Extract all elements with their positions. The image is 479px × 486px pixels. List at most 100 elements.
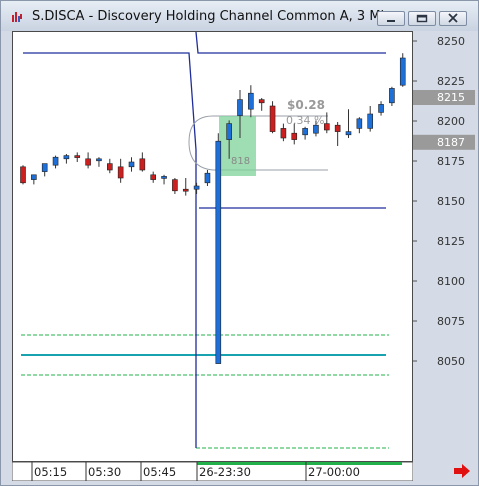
- close-icon: [448, 13, 458, 23]
- down-candle-body: [20, 166, 26, 184]
- up-candle-body: [237, 99, 243, 116]
- down-candle-body: [291, 132, 298, 140]
- down-candle-body: [107, 163, 113, 171]
- candle: [74, 152, 81, 162]
- candle: [117, 158, 124, 183]
- up-candle-body: [302, 128, 308, 136]
- up-candle-body: [204, 172, 211, 184]
- candle: [52, 155, 59, 169]
- up-candle-body: [378, 104, 384, 113]
- candle: [96, 157, 102, 167]
- down-candle-body: [172, 179, 178, 192]
- blue-indicator-line-left: [23, 52, 197, 448]
- candle: [237, 90, 243, 138]
- candle: [204, 170, 211, 186]
- restore-icon: [416, 14, 428, 23]
- price-label: 8225: [437, 75, 465, 88]
- candle: [85, 152, 91, 169]
- price-label: 8075: [437, 315, 465, 328]
- candle: [150, 171, 156, 183]
- candle: [248, 85, 254, 118]
- down-candle-body: [85, 158, 91, 166]
- up-candle-body: [313, 124, 319, 134]
- trade-highlight-box: [219, 116, 256, 176]
- price-label: 8150: [437, 195, 465, 208]
- blue-indicator-line-top: [195, 32, 386, 54]
- up-candle-body: [41, 163, 48, 172]
- candle: [258, 98, 265, 111]
- candle: [139, 152, 146, 172]
- candle: [107, 158, 113, 174]
- trade-bracket-outline: [188, 115, 214, 171]
- down-candle-body: [117, 166, 124, 179]
- price-label: 8250: [437, 35, 465, 48]
- minimize-button[interactable]: [377, 11, 405, 26]
- down-candle-body: [280, 128, 287, 139]
- scroll-right-arrow-icon[interactable]: [453, 464, 471, 478]
- up-candle-body: [128, 161, 135, 168]
- price-marker-box: [413, 90, 475, 105]
- time-label: 05:15: [34, 465, 67, 479]
- candle: [291, 123, 298, 145]
- candle: [193, 182, 200, 194]
- candle: [280, 123, 287, 142]
- time-label: 05:45: [143, 465, 176, 479]
- candle: [226, 120, 232, 159]
- candle: [378, 101, 384, 116]
- candle: [161, 174, 167, 185]
- trade-percent-change: 0.34 %: [286, 114, 324, 127]
- candle: [269, 101, 276, 134]
- restore-button[interactable]: [408, 11, 436, 26]
- up-candle-body: [161, 176, 167, 179]
- price-label: 8050: [437, 355, 465, 368]
- up-candle-body: [226, 123, 232, 140]
- trade-mid-label: 818: [231, 156, 250, 167]
- title-bar[interactable]: S.DISCA - Discovery Holding Channel Comm…: [1, 1, 478, 31]
- candle: [334, 122, 341, 146]
- price-axis: 8250 8225 8200 8175 8150 8125 8100 8075 8050 8215…: [413, 35, 475, 368]
- session-bar: [197, 462, 402, 465]
- time-axis: 05:15 05:30 05:45 26-23:30 27-00:00: [12, 462, 413, 481]
- time-label: 27-00:00: [308, 465, 360, 479]
- window-title: S.DISCA - Discovery Holding Channel Comm…: [32, 9, 393, 24]
- down-candle-body: [269, 105, 276, 132]
- up-candle-body: [31, 174, 37, 180]
- up-candle-body: [96, 158, 102, 162]
- candle: [215, 133, 222, 364]
- up-candle-body: [389, 88, 395, 104]
- down-candle-body: [182, 188, 189, 192]
- down-candle-body: [323, 123, 330, 131]
- price-label: 8175: [437, 155, 465, 168]
- down-candle-body: [150, 174, 156, 180]
- price-label: 8200: [437, 115, 465, 128]
- price-label: 8100: [437, 275, 465, 288]
- down-candle-body: [74, 155, 81, 158]
- price-marker: 8187: [413, 134, 475, 150]
- candle: [313, 120, 319, 137]
- candlestick-chart: $0.28 0.34 % 818: [20, 32, 406, 449]
- down-candle-body: [258, 99, 265, 104]
- candle: [31, 174, 37, 185]
- candle: [63, 154, 70, 164]
- trade-measure-box: $0.28 0.34 % 818: [188, 98, 328, 176]
- price-marker-box: [413, 134, 475, 150]
- time-label: 26-23:30: [199, 465, 251, 479]
- price-marker-label: 8215: [437, 91, 465, 104]
- up-candle-body: [193, 185, 200, 190]
- close-button[interactable]: [439, 11, 467, 26]
- trade-dollar-change: $0.28: [287, 98, 325, 112]
- candle: [302, 126, 308, 140]
- up-candle-body: [248, 92, 254, 110]
- time-label: 05:30: [88, 465, 121, 479]
- up-candle-body: [367, 113, 374, 129]
- candle: [399, 53, 406, 87]
- chart-plot-area[interactable]: $0.28 0.34 % 818: [12, 31, 413, 462]
- chart-app-icon: [12, 12, 22, 22]
- up-candle-body: [399, 57, 406, 86]
- candle: [172, 178, 178, 194]
- candle: [41, 163, 48, 177]
- candle: [356, 117, 363, 134]
- up-candle-body: [356, 118, 363, 129]
- up-candle-body: [345, 131, 352, 136]
- candle: [389, 86, 395, 106]
